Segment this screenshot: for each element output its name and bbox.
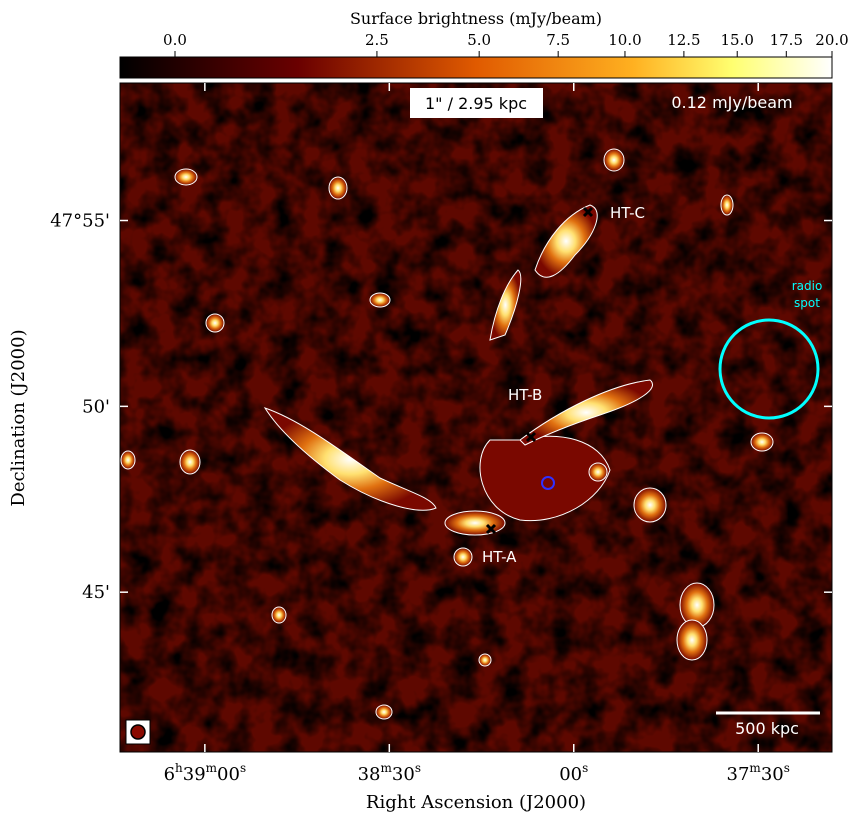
markers — [485, 206, 594, 535]
axes-frame — [119, 82, 833, 753]
colorbar-tick-label: 20.0 — [815, 31, 848, 49]
y-axis-label: Declination (J2000) — [8, 329, 29, 506]
colorbar-tick-label: 0.0 — [163, 31, 187, 49]
colorbar — [119, 56, 833, 79]
x-tick-label-part: m — [381, 761, 393, 775]
colorbar-tick-label: 15.0 — [721, 31, 754, 49]
y-tick-label: 50' — [82, 396, 110, 417]
x-tick-label-part: 37 — [727, 764, 750, 785]
x-tick-label-part: s — [784, 761, 790, 775]
scalebar-label: 500 kpc — [735, 719, 799, 738]
colorbar-tick-label: 5.0 — [467, 31, 491, 49]
x-tick-label-part: m — [749, 761, 761, 775]
x-tick-label-part: 30 — [761, 764, 784, 785]
beam — [130, 724, 146, 740]
noise-label: 0.12 mJy/beam — [671, 93, 792, 112]
x-tick-label-part: m — [206, 761, 218, 775]
y-tick-label: 45' — [82, 582, 110, 603]
source-label: HT-B — [508, 386, 542, 404]
colorbar-tick-label: 2.5 — [365, 31, 389, 49]
x-tick-label: 6h39m00s — [164, 761, 247, 785]
x-tick-label: 37m30s — [727, 761, 790, 785]
source-label: HT-C — [610, 204, 645, 222]
radio-spot-circle — [718, 318, 820, 420]
colorbar-label: Surface brightness (mJy/beam) — [350, 9, 602, 28]
x-tick-label-part: s — [582, 761, 588, 775]
x-tick-label-part: s — [415, 761, 421, 775]
x-tick-label-part: 39 — [183, 764, 206, 785]
x-tick-label-part: s — [240, 761, 246, 775]
source-label: HT-A — [482, 548, 517, 566]
x-tick-label-part: 00 — [559, 764, 582, 785]
spot-label: spot — [794, 296, 820, 310]
sky-image — [120, 83, 832, 752]
colorbar-tick-label: 10.0 — [608, 31, 641, 49]
spot-label: radio — [792, 279, 823, 293]
colorbar-tick-label: 12.5 — [667, 31, 700, 49]
x-tick-label-part: 00 — [217, 764, 240, 785]
x-tick-label: 00s — [559, 761, 588, 785]
x-tick-label-part: h — [175, 761, 183, 775]
colorbar-tick-label: 17.5 — [770, 31, 803, 49]
x-axis-label: Right Ascension (J2000) — [366, 792, 586, 813]
x-tick-label-part: 30 — [392, 764, 415, 785]
y-tick-label: 47°55' — [50, 211, 110, 232]
colorbar-tick-label: 7.5 — [546, 31, 570, 49]
x-tick-label: 38m30s — [358, 761, 421, 785]
x-tick-label-part: 38 — [358, 764, 381, 785]
scale-label: 1" / 2.95 kpc — [425, 94, 527, 113]
scale-box — [410, 88, 543, 118]
x-tick-label-part: 6 — [164, 764, 175, 785]
